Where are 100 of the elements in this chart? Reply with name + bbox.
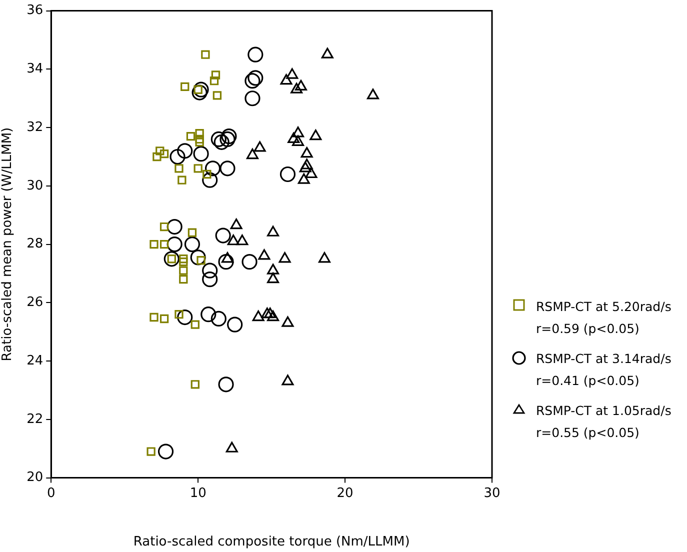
point: [180, 82, 190, 92]
x-axis-title: Ratio-scaled composite torque (Nm/LLMM): [133, 534, 410, 550]
point: [150, 312, 158, 322]
point: [202, 272, 218, 288]
point: [202, 262, 218, 278]
point: [179, 274, 188, 284]
point: [264, 308, 276, 318]
y-axis-title: Ratio-scaled mean power (W/LLMM): [0, 127, 16, 362]
point: [305, 167, 318, 178]
point: [366, 88, 379, 100]
point: [280, 166, 296, 182]
point: [186, 132, 196, 141]
point: [202, 170, 212, 179]
point: [160, 222, 169, 232]
point: [195, 129, 204, 138]
point: [166, 218, 182, 235]
point: [300, 147, 313, 158]
point: [288, 132, 300, 144]
point: [248, 46, 264, 62]
y-tick-label: 26: [26, 295, 44, 310]
point: [318, 252, 330, 263]
point: [204, 160, 221, 176]
point: [220, 160, 236, 176]
point: [210, 76, 219, 86]
point: [192, 84, 208, 100]
legend-label: RSMP-CT at 5.20rad/s r=0.59 (p<0.05): [536, 298, 672, 338]
point: [210, 310, 226, 327]
point: [252, 310, 264, 322]
point: [179, 254, 188, 264]
point: [282, 316, 294, 327]
point: [158, 444, 174, 460]
point: [177, 309, 193, 326]
point: [298, 173, 310, 184]
point: [202, 172, 218, 188]
point: [218, 254, 234, 270]
y-tick-label: 28: [26, 236, 44, 252]
point: [299, 162, 312, 172]
point: [190, 250, 206, 266]
point: [146, 447, 156, 456]
point: [211, 70, 220, 80]
y-tick-label: 36: [26, 3, 44, 18]
x-tick-label: 30: [484, 486, 500, 501]
point: [160, 240, 169, 249]
y-tick-label: 24: [26, 353, 44, 368]
point: [292, 135, 304, 146]
point: [280, 74, 292, 85]
point: [300, 158, 313, 170]
point: [282, 374, 294, 386]
point: [178, 176, 186, 184]
point: [220, 131, 236, 148]
point: [221, 128, 237, 144]
point: [170, 148, 186, 165]
point: [160, 314, 169, 324]
point: [236, 234, 248, 246]
y-tick-label: 30: [26, 178, 44, 194]
point: [215, 228, 231, 244]
point: [230, 218, 242, 230]
point: [321, 48, 334, 58]
point: [226, 442, 238, 452]
point: [258, 249, 270, 260]
point: [195, 134, 204, 144]
legend-label: RSMP-CT at 3.14rad/s r=0.41 (p<0.05): [536, 350, 672, 390]
y-tick-label: 34: [26, 62, 44, 77]
point: [156, 146, 164, 156]
point: [310, 130, 322, 140]
x-tick-label: 0: [47, 486, 56, 501]
point: [160, 149, 169, 158]
point: [195, 138, 204, 146]
y-tick-label: 32: [26, 120, 44, 135]
point: [164, 251, 180, 267]
point: [244, 73, 260, 89]
point: [212, 91, 222, 100]
point: [294, 80, 307, 90]
point: [174, 310, 184, 319]
point: [267, 226, 280, 236]
point: [227, 316, 243, 332]
point: [210, 131, 226, 148]
point: [227, 234, 240, 246]
point: [244, 90, 260, 106]
point: [261, 308, 274, 318]
point: [254, 141, 266, 152]
point: [267, 310, 280, 322]
point: [166, 236, 182, 252]
point: [248, 70, 264, 86]
point: [150, 240, 158, 249]
x-tick-label: 10: [190, 486, 206, 501]
point: [214, 134, 230, 150]
point: [190, 380, 200, 389]
point: [179, 266, 188, 275]
point: [190, 320, 200, 329]
point: [292, 126, 304, 138]
point: [188, 228, 197, 237]
point: [193, 146, 209, 162]
y-tick-label: 20: [26, 470, 44, 486]
point: [246, 148, 258, 160]
legend-label: RSMP-CT at 1.05rad/s r=0.55 (p<0.05): [536, 402, 672, 442]
point: [267, 272, 280, 284]
point: [218, 376, 234, 392]
point: [278, 252, 291, 263]
point: [184, 236, 200, 252]
